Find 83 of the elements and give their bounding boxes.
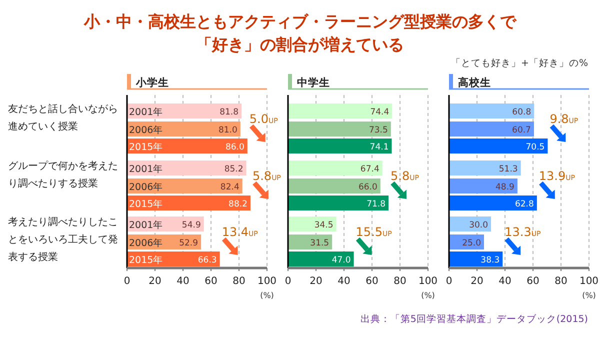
data-label: 66.0	[358, 182, 378, 192]
x-tick-label: 0	[124, 276, 130, 287]
bar	[288, 252, 354, 266]
text: 2001年	[129, 220, 164, 231]
data-label: 66.3	[198, 256, 217, 266]
data-label: 38.3	[480, 256, 500, 266]
source-note: 出典：「第5回学習基本調査」データブック(2015)	[360, 313, 588, 325]
x-tick-label: 80	[554, 276, 568, 287]
data-label: 60.7	[512, 126, 531, 136]
x-axis-title: (%)	[260, 291, 274, 300]
text: 小・中・高校生ともアクティブ・ラーニング型授業の多くで「好き」の割合が増えている	[83, 12, 517, 54]
data-label: 71.8	[366, 200, 386, 210]
data-label: 47.0	[332, 256, 351, 266]
bar	[288, 122, 391, 136]
bar	[288, 138, 392, 154]
bar	[449, 122, 534, 136]
bar	[288, 234, 332, 250]
x-axis-title: (%)	[421, 291, 435, 300]
data-label: 82.4	[220, 182, 240, 192]
data-label: 74.1	[370, 142, 389, 152]
data-label: 81.0	[218, 126, 238, 136]
x-tick-label: 0	[284, 276, 292, 287]
x-tick-label: 40	[176, 276, 190, 287]
data-label: 25.0	[462, 238, 481, 248]
x-tick-label: 60	[526, 276, 540, 287]
bar	[288, 104, 392, 118]
data-label: 60.8	[512, 108, 532, 118]
x-tick-label: 40	[338, 276, 350, 287]
data-label: 67.4	[360, 164, 380, 174]
series-label: 2001年	[129, 106, 164, 118]
bar	[288, 196, 389, 210]
bar	[449, 138, 548, 154]
data-label: 52.9	[179, 238, 198, 248]
bar	[288, 178, 380, 194]
y-tick-label: 友だちと話し合いながら進めていく授業	[8, 103, 118, 132]
x-tick-label: 20	[470, 276, 484, 287]
bar	[449, 196, 537, 210]
chart-title: 高校生	[458, 76, 491, 89]
data-label: 86.0	[225, 142, 244, 152]
text: 2015年	[129, 199, 164, 210]
x-tick-label: 60	[366, 276, 378, 287]
text: 2001年	[129, 164, 164, 175]
chart-title: 小学生	[135, 76, 169, 89]
text: 2006年	[129, 238, 164, 249]
y-tick-label: 考えたり調べたりしたことをいろいろ工夫して発表する授業	[8, 216, 118, 263]
text: 「とても好き」+「好き」の%	[451, 57, 588, 69]
bar	[288, 160, 382, 176]
data-label: 51.3	[498, 164, 518, 174]
data-label: 34.5	[314, 220, 334, 230]
x-tick-label: 20	[310, 276, 322, 287]
series-label: 2015年	[129, 141, 164, 153]
text: 2015年	[129, 255, 164, 266]
bar	[449, 160, 521, 176]
data-label: 62.8	[514, 200, 534, 210]
x-tick-label: 100	[579, 276, 599, 287]
x-tick-label: 20	[148, 276, 162, 287]
data-label: 48.9	[496, 182, 514, 192]
data-label: 31.5	[310, 238, 330, 248]
bar	[449, 178, 518, 194]
x-tick-label: 100	[257, 276, 277, 287]
data-label: 74.4	[370, 108, 390, 118]
bar	[127, 160, 246, 176]
data-label: 70.5	[526, 142, 545, 152]
x-axis-title: (%)	[582, 291, 596, 300]
bar	[449, 252, 503, 266]
bar	[449, 104, 534, 118]
y-tick-label: グループで何かを考えたり調べたりする授業	[8, 160, 118, 190]
x-tick-label: 80	[232, 276, 246, 287]
data-label: 30.0	[469, 220, 488, 230]
series-label: 2006年	[129, 124, 164, 136]
x-tick-label: 40	[498, 276, 512, 287]
data-label: 88.2	[228, 200, 248, 210]
x-tick-label: 0	[446, 276, 452, 287]
data-label: 73.5	[368, 126, 388, 136]
data-label: 54.9	[182, 220, 201, 230]
data-label: 85.2	[224, 164, 244, 174]
data-label: 81.8	[220, 108, 239, 118]
text: 2006年	[129, 182, 164, 193]
x-tick-label: 80	[394, 276, 406, 287]
x-tick-label: 60	[204, 276, 218, 287]
x-tick-label: 100	[418, 276, 438, 287]
bar	[288, 216, 336, 232]
chart-title: 中学生	[297, 76, 330, 89]
